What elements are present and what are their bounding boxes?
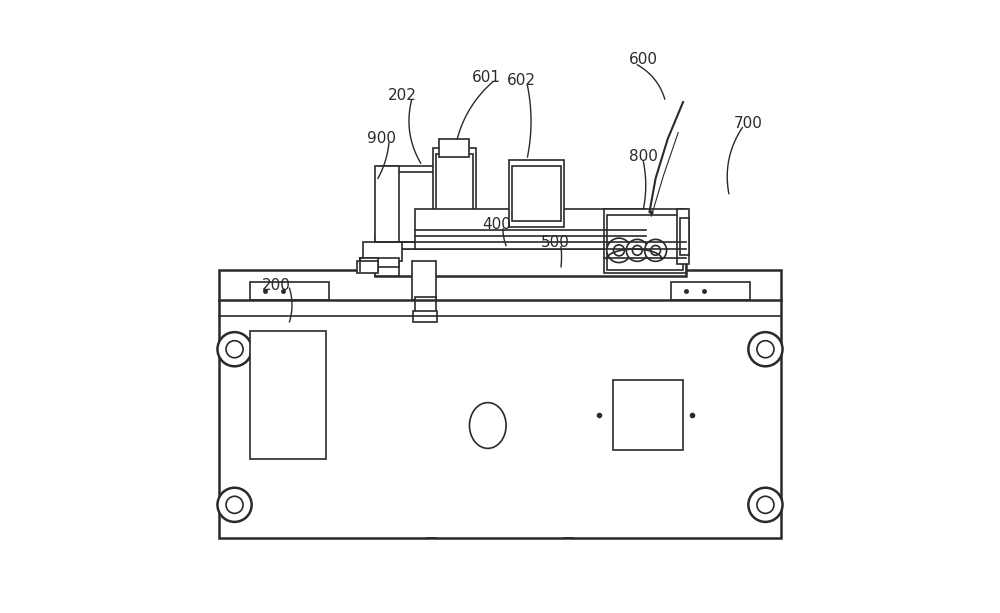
Text: 400: 400 [483,216,511,232]
Bar [381,166,439,248]
Circle shape [632,245,642,255]
Bar [250,282,329,300]
Bar [412,261,436,300]
Ellipse shape [469,403,506,448]
Bar [363,242,402,261]
Bar [436,154,473,239]
Bar [384,172,436,242]
Circle shape [626,239,648,261]
Text: 600: 600 [629,52,658,67]
Text: 900: 900 [367,131,396,146]
Bar [375,166,399,276]
Circle shape [748,332,783,367]
Circle shape [757,497,774,513]
Bar [415,297,436,313]
Bar [512,166,561,221]
Circle shape [651,245,660,255]
Circle shape [748,488,783,522]
Circle shape [217,488,252,522]
Circle shape [217,332,252,367]
Text: 202: 202 [388,88,417,104]
Text: 700: 700 [734,116,763,131]
Bar [433,148,476,245]
Text: 602: 602 [507,73,536,88]
Bar [413,311,437,322]
Bar [680,218,689,254]
Bar [613,379,683,450]
Bar [219,270,781,538]
Text: 500: 500 [540,235,569,250]
Circle shape [607,238,631,262]
Bar [360,257,378,271]
Bar [366,257,399,267]
Bar [375,237,686,248]
Bar [604,209,686,273]
Bar [375,242,686,276]
Bar [677,209,689,264]
Circle shape [757,341,774,358]
Bar [439,139,469,157]
Circle shape [226,497,243,513]
Text: 800: 800 [629,150,658,164]
Bar [357,261,378,273]
Bar [607,215,683,270]
Bar [415,209,646,248]
Bar [509,160,564,227]
Circle shape [614,245,624,256]
Bar [671,282,750,300]
Bar [250,331,326,459]
Text: 200: 200 [262,278,290,292]
Circle shape [645,239,667,261]
Text: 601: 601 [472,70,501,85]
Circle shape [226,341,243,358]
